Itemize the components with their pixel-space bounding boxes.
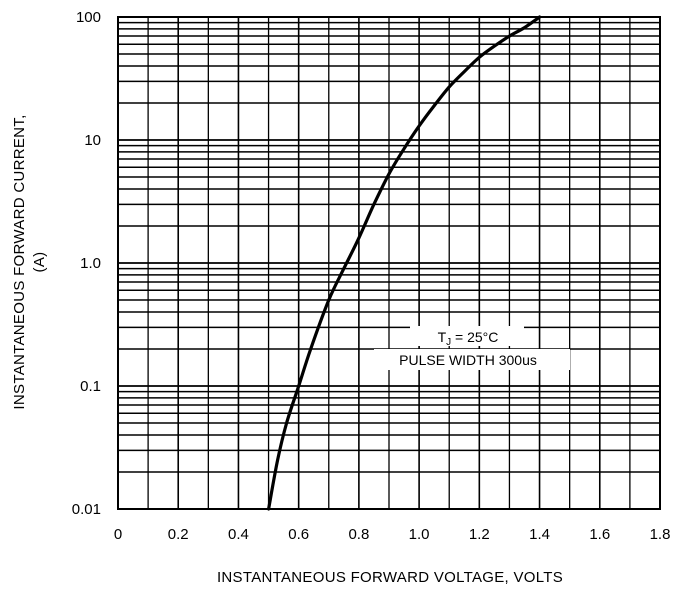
- x-axis-title: INSTANTANEOUS FORWARD VOLTAGE, VOLTS: [217, 569, 563, 586]
- x-tick-label: 1.6: [589, 526, 610, 543]
- annotation-pulse-width: PULSE WIDTH 300us: [399, 352, 537, 368]
- x-tick-label: 0: [114, 526, 122, 543]
- y-tick-label: 100: [76, 9, 101, 26]
- annotation-j-subscript: J: [446, 337, 451, 348]
- x-tick-label: 0.2: [168, 526, 189, 543]
- annotation: TJ = 25°C PULSE WIDTH 300us: [374, 326, 570, 370]
- annotation-temperature: TJ = 25°C: [438, 329, 499, 348]
- series-layer: [267, 15, 542, 511]
- y-tick-label: 10: [84, 132, 101, 149]
- y-tick-label: 1.0: [80, 255, 101, 272]
- x-tick-label: 1.8: [650, 526, 671, 543]
- x-tick-label: 0.4: [228, 526, 249, 543]
- x-tick-label: 1.4: [529, 526, 550, 543]
- annotation-t: T: [438, 329, 447, 345]
- annotation-temp-value: = 25°C: [451, 329, 498, 345]
- x-tick-label: 1.0: [409, 526, 430, 543]
- grid: [117, 16, 661, 510]
- series-line: [267, 15, 542, 511]
- plot-frame: [117, 16, 661, 510]
- y-tick-label: 0.1: [80, 378, 101, 395]
- y-tick-label: 0.01: [72, 501, 101, 518]
- y-tick-labels: 0.01 0.1 1.0 10 100: [72, 9, 101, 518]
- annotation-background-1: [410, 326, 524, 346]
- y-axis-title: INSTANTANEOUS FORWARD CURRENT,: [11, 114, 28, 409]
- annotation-background-2: [374, 349, 570, 370]
- x-tick-labels: 0 0.2 0.4 0.6 0.8 1.0 1.2 1.4 1.6 1.8: [114, 526, 671, 543]
- x-tick-label: 0.8: [348, 526, 369, 543]
- x-tick-label: 1.2: [469, 526, 490, 543]
- x-tick-label: 0.6: [288, 526, 309, 543]
- y-axis-unit: (A): [31, 252, 48, 273]
